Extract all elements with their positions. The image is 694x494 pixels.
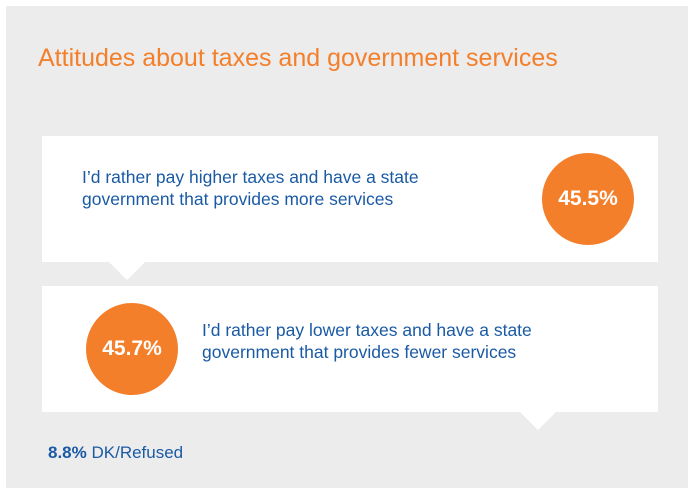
percent-circle-higher-taxes: 45.5% <box>542 153 634 245</box>
dk-refused-label: DK/Refused <box>91 443 184 462</box>
option-statement-lower-taxes: I’d rather pay lower taxes and have a st… <box>202 320 532 362</box>
speech-pointer-higher-taxes <box>109 262 145 280</box>
dk-refused-percent: 8.8% <box>48 443 87 462</box>
infographic-panel: Attitudes about taxes and government ser… <box>6 6 688 488</box>
speech-pointer-lower-taxes <box>520 412 556 430</box>
option-card-higher-taxes: I’d rather pay higher taxes and have a s… <box>42 136 658 262</box>
percent-circle-lower-taxes: 45.7% <box>86 303 178 395</box>
percent-value-higher-taxes: 45.5% <box>558 187 618 210</box>
infographic-title: Attitudes about taxes and government ser… <box>38 44 558 72</box>
option-card-lower-taxes: 45.7% I’d rather pay lower taxes and hav… <box>42 286 658 412</box>
dk-refused-line: 8.8% DK/Refused <box>48 442 183 464</box>
percent-value-lower-taxes: 45.7% <box>102 337 162 360</box>
option-statement-higher-taxes: I’d rather pay higher taxes and have a s… <box>82 167 419 209</box>
